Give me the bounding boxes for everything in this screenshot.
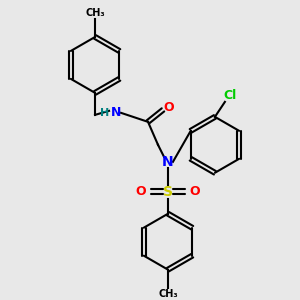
Text: CH₃: CH₃ xyxy=(158,289,178,298)
Text: S: S xyxy=(163,185,173,199)
Text: O: O xyxy=(136,185,146,198)
Text: CH₃: CH₃ xyxy=(85,8,105,18)
Text: O: O xyxy=(190,185,200,198)
Text: H: H xyxy=(100,108,110,118)
Text: N: N xyxy=(162,155,174,169)
Text: O: O xyxy=(164,101,174,114)
Text: N: N xyxy=(111,106,121,119)
Text: Cl: Cl xyxy=(223,89,236,102)
